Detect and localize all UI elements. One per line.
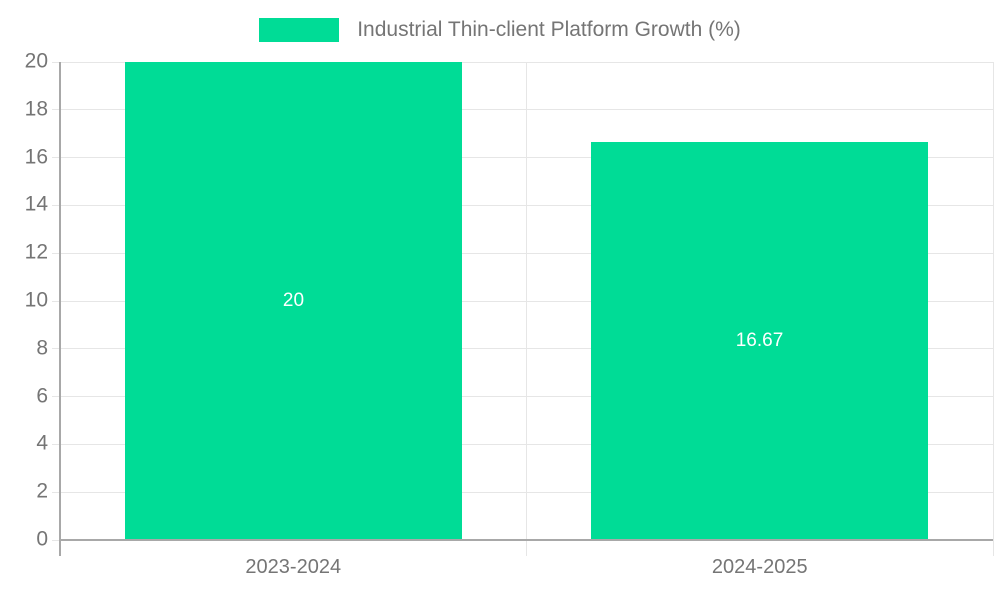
y-axis-tick-label: 20 [24, 49, 48, 73]
y-axis-tick-label: 4 [36, 431, 48, 455]
x-axis-line [60, 539, 993, 541]
y-axis-tick [52, 157, 60, 159]
y-axis-tick [52, 204, 60, 206]
y-axis-tick-label: 10 [24, 288, 48, 312]
y-axis-tick-label: 18 [24, 97, 48, 121]
gridline-vertical [526, 62, 527, 556]
y-axis-tick-label: 12 [24, 240, 48, 264]
y-axis-tick [52, 396, 60, 398]
x-axis-category-label: 2023-2024 [245, 556, 342, 578]
legend: Industrial Thin-client Platform Growth (… [0, 18, 1000, 42]
y-axis-tick-label: 2 [36, 479, 48, 503]
y-axis-tick [52, 300, 60, 302]
y-axis-tick [52, 443, 60, 445]
bar-value-label: 20 [282, 290, 305, 311]
bar: 20 [125, 62, 462, 540]
y-axis-tick-label: 14 [24, 192, 48, 216]
y-axis-tick [52, 109, 60, 111]
y-axis-tick [52, 348, 60, 350]
gridline-vertical [992, 62, 994, 556]
y-axis-tick-label: 0 [36, 527, 48, 551]
y-axis-tick-label: 16 [24, 145, 48, 169]
x-axis-category-label: 2024-2025 [711, 556, 808, 578]
y-axis-tick-label: 6 [36, 384, 48, 408]
y-axis-tick [52, 61, 60, 63]
bar: 16.67 [591, 142, 928, 540]
y-axis-tick-label: 8 [36, 336, 48, 360]
y-axis-tick [52, 491, 60, 493]
legend-swatch [259, 18, 340, 42]
y-axis-line [59, 62, 61, 556]
y-axis-tick [52, 539, 60, 541]
plot-area: 0 2 4 6 8 10 12 14 16 18 20 20 2023-2024 16.67 2024-20… [25, 50, 994, 578]
bar-value-label: 16.67 [735, 330, 784, 351]
legend-label: Industrial Thin-client Platform Growth (… [357, 18, 741, 41]
y-axis-tick [52, 252, 60, 254]
